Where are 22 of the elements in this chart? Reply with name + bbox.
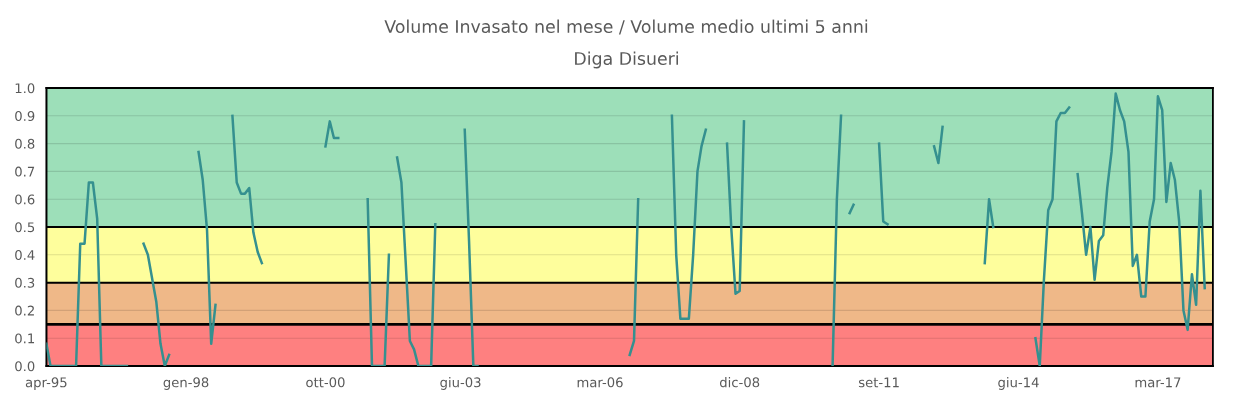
y-tick-label: 1.0 [15,83,35,94]
y-tick-label: 0.8 [15,138,35,149]
y-tick-label: 0.3 [15,277,35,288]
x-tick-label: giu-14 [998,377,1039,390]
x-tick-label: mar-17 [1135,377,1181,388]
y-tick-label: 0.4 [15,250,35,260]
x-tick-label: set-11 [858,377,899,388]
x-tick-label: giu-03 [440,377,481,390]
y-tick-label: 0.2 [15,305,34,316]
y-tick-label: 0.0 [15,361,35,372]
y-tick-label: 0.9 [15,111,35,121]
y-tick-label: 0.5 [15,222,35,233]
y-tick-label: 0.6 [15,194,35,205]
x-tick-label: ott-00 [306,377,345,388]
x-tick-label: dic-08 [719,377,760,388]
chart-title: Volume Invasato nel mese / Volume medio ultimi 5 anni [384,19,868,35]
y-tick-label: 0.1 [15,333,35,344]
x-tick-label: apr-95 [25,377,67,390]
x-tick-label: gen-98 [163,377,209,390]
chart-subtitle: Diga Disueri [575,51,678,69]
x-tick-label: mar-06 [577,377,623,388]
y-tick-label: 0.7 [15,166,35,177]
